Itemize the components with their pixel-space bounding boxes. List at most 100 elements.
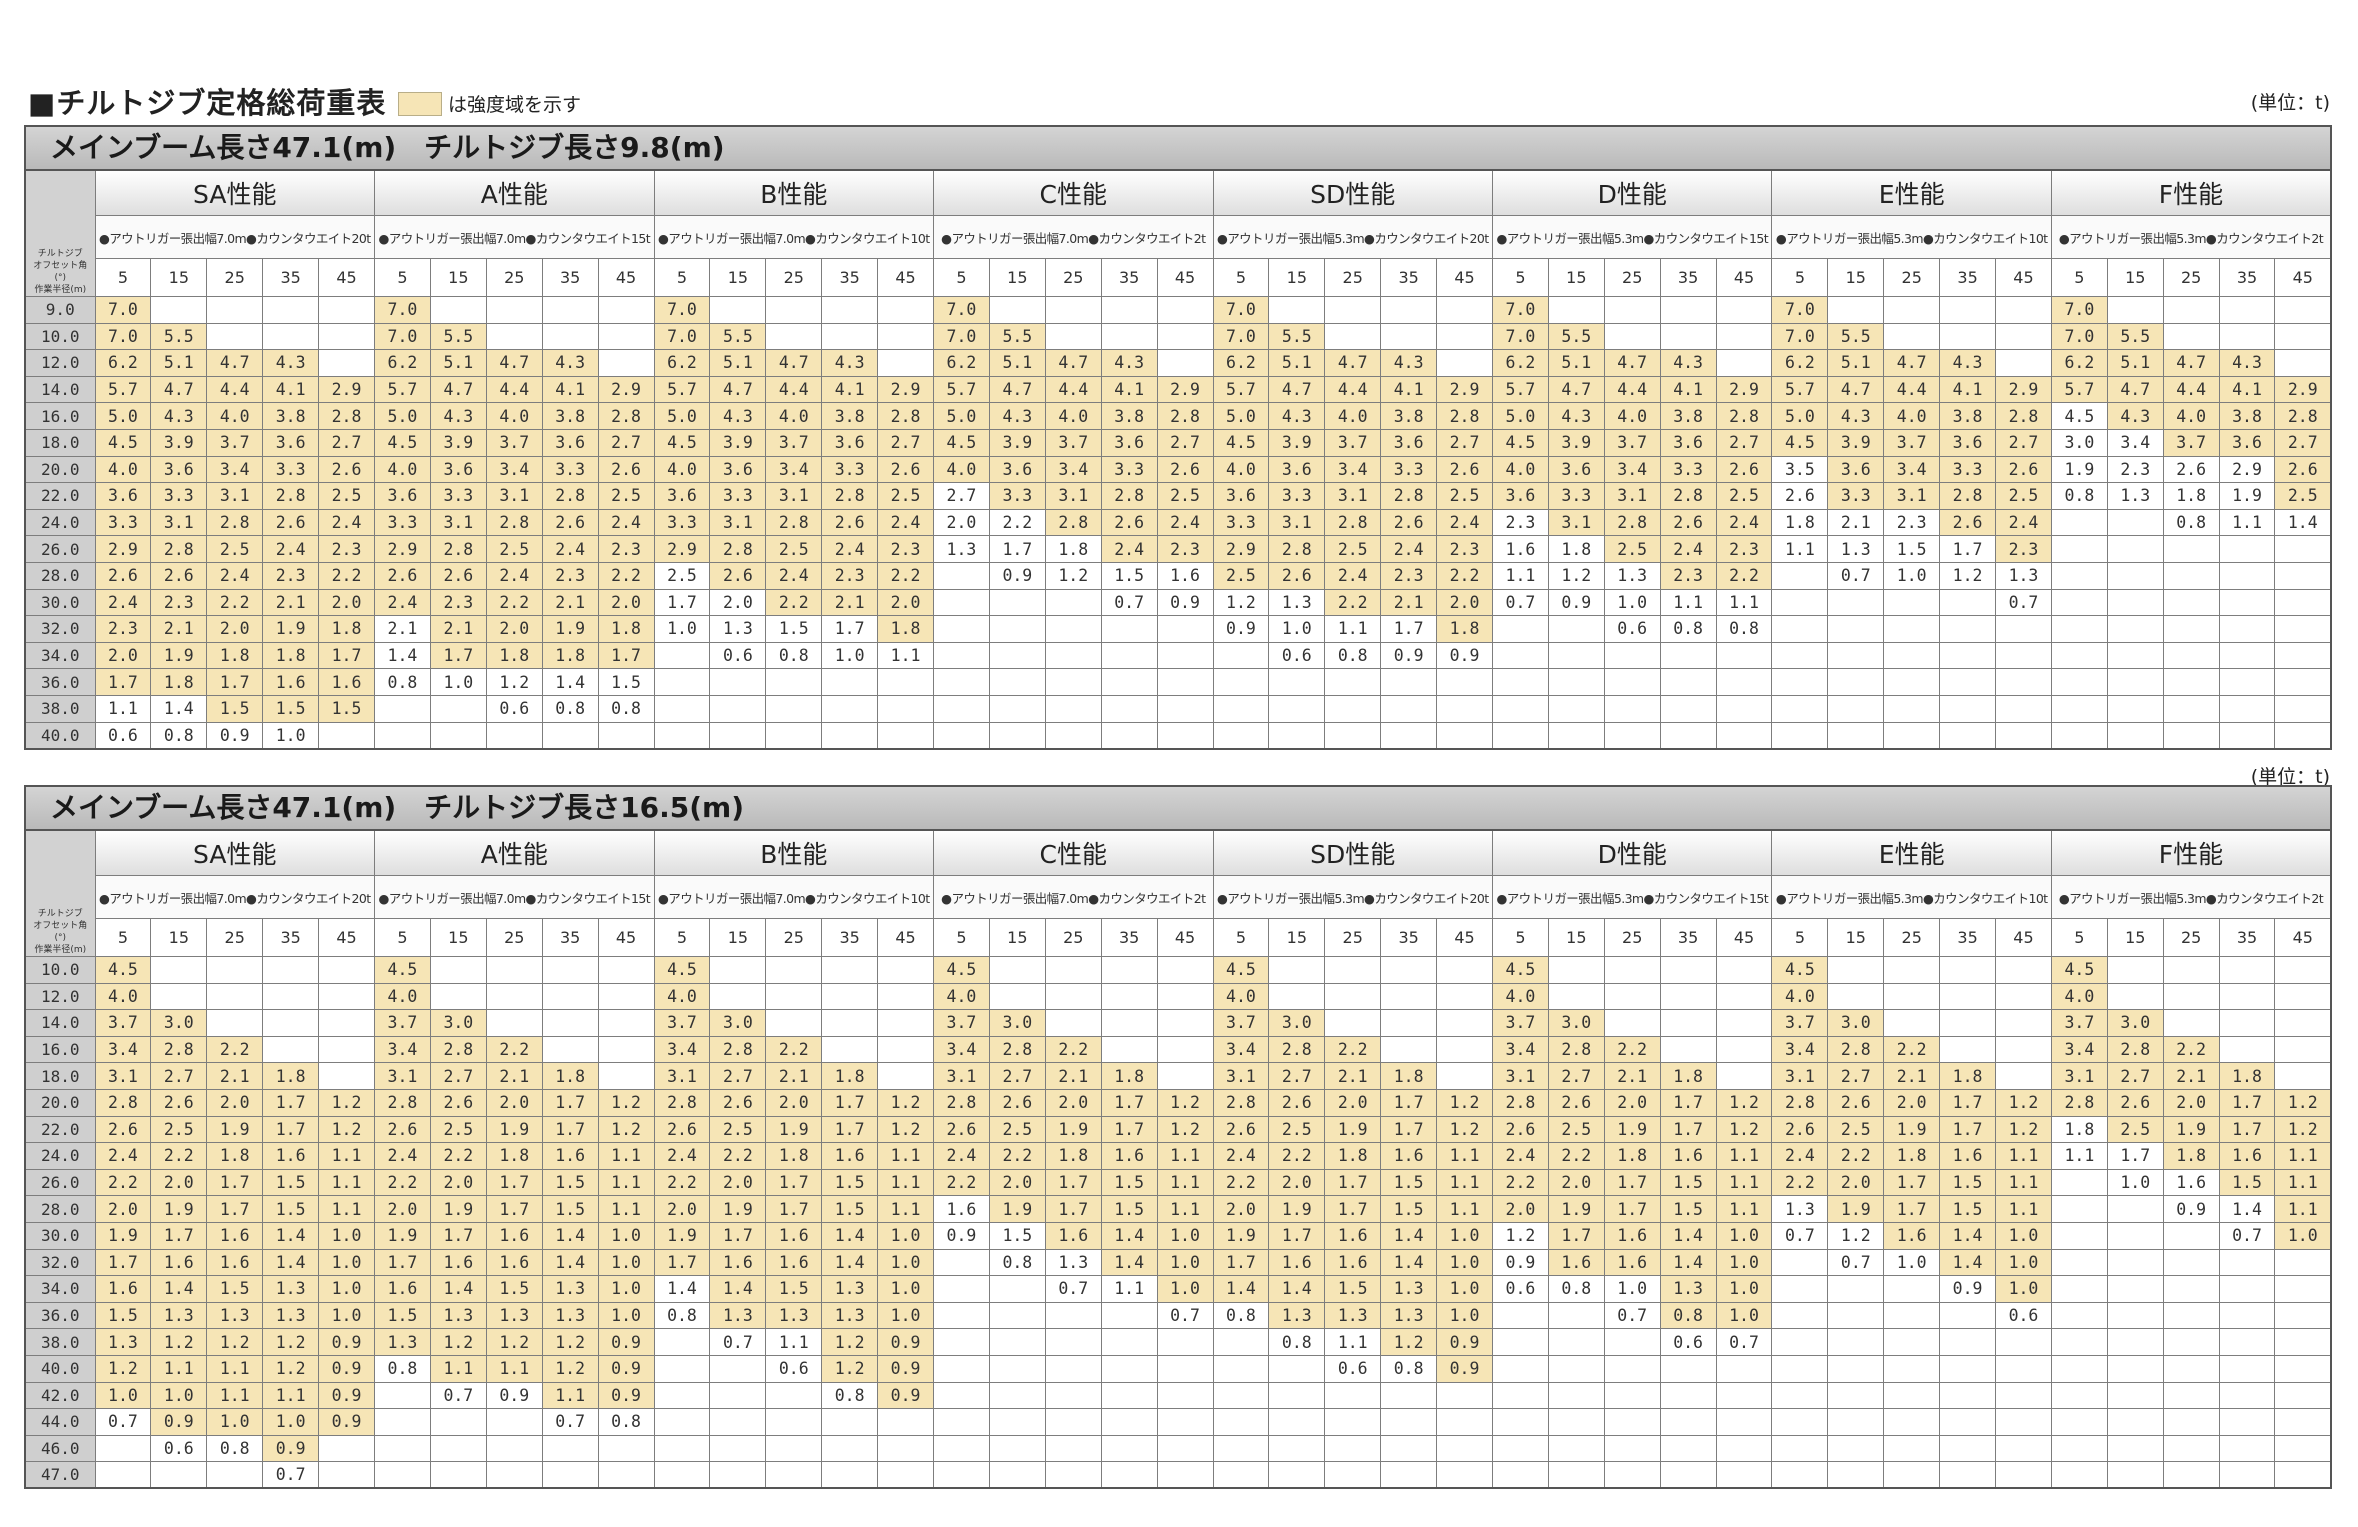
working-radius: 28.0: [24, 561, 96, 590]
load-value: [1603, 1434, 1661, 1463]
load-value: 1.1: [597, 1168, 655, 1197]
load-value: 2.4: [485, 561, 543, 590]
load-value: 2.8: [1659, 482, 1717, 510]
load-value: 2.9: [877, 375, 935, 404]
load-value: [933, 668, 990, 696]
load-value: 2.6: [1771, 1115, 1829, 1144]
load-value: 1.8: [262, 641, 320, 670]
load-value: 2.4: [1491, 1142, 1549, 1170]
load-value: 2.5: [2106, 1115, 2164, 1144]
load-value: 2.3: [1156, 535, 1214, 563]
load-table: チルトジブ オフセット角 (°) 作業半径(m) SA性能 A性能 B性能 C性能 SD性能 D性…: [24, 829, 2332, 1490]
load-value: 2.1: [206, 1062, 264, 1090]
load-value: [2162, 1275, 2220, 1303]
load-value: 2.8: [709, 535, 767, 563]
load-value: [206, 322, 264, 351]
load-value: 3.0: [988, 1009, 1046, 1037]
load-value: 1.8: [1436, 615, 1493, 643]
load-value: 1.4: [2218, 1195, 2276, 1223]
load-value: 2.8: [1212, 1088, 1270, 1117]
offset-angle: 15: [1547, 258, 1605, 297]
load-value: 1.1: [206, 1354, 264, 1383]
load-value: 1.1: [877, 1195, 935, 1223]
load-value: 1.6: [206, 1248, 264, 1277]
load-value: 2.8: [988, 1035, 1046, 1064]
load-value: 1.7: [429, 1221, 487, 1250]
load-value: [1995, 322, 2052, 351]
working-radius: 44.0: [24, 1408, 96, 1436]
load-value: 0.9: [1156, 588, 1214, 617]
load-value: [1603, 1328, 1661, 1356]
load-value: [1827, 296, 1885, 324]
load-value: 2.5: [1268, 1115, 1326, 1144]
load-value: 2.5: [318, 482, 376, 510]
load-value: [485, 956, 543, 984]
load-value: 3.1: [1547, 508, 1605, 537]
load-value: 3.7: [1044, 428, 1102, 457]
load-value: 2.2: [933, 1168, 990, 1197]
load-value: 2.8: [877, 402, 935, 430]
load-value: [1939, 1354, 1997, 1383]
load-value: 1.6: [262, 668, 320, 696]
load-value: 1.1: [1995, 1142, 2052, 1170]
load-value: 3.3: [1100, 455, 1158, 484]
load-value: 1.4: [1939, 1248, 1997, 1277]
load-value: [933, 615, 990, 643]
load-value: [1603, 694, 1661, 723]
load-value: [1603, 1408, 1661, 1436]
load-value: 2.5: [765, 535, 823, 563]
table-row: 40.0 0.6 0.8 0.9 1.0: [24, 721, 2332, 750]
load-value: 2.0: [94, 1195, 152, 1223]
load-value: 2.3: [541, 561, 599, 590]
load-value: 3.4: [1324, 455, 1382, 484]
load-value: 1.2: [2274, 1115, 2332, 1144]
load-value: 2.4: [374, 1142, 431, 1170]
load-value: [1100, 694, 1158, 723]
offset-angle: 35: [1380, 258, 1438, 297]
load-value: 1.0: [1436, 1248, 1493, 1277]
working-radius: 12.0: [24, 349, 96, 377]
load-value: 1.0: [262, 721, 320, 750]
load-value: 1.1: [1156, 1142, 1214, 1170]
load-value: [1268, 668, 1326, 696]
table-row: 44.0 0.7 0.9 1.0 1.0 0.9 0.7 0.8: [24, 1408, 2332, 1436]
load-value: [1436, 1009, 1493, 1037]
load-value: 2.5: [485, 535, 543, 563]
load-value: 3.6: [1659, 428, 1717, 457]
load-value: 0.7: [1771, 1221, 1829, 1250]
load-value: 3.7: [653, 1009, 711, 1037]
load-value: 1.0: [262, 1408, 320, 1436]
load-value: [1547, 615, 1605, 643]
condition-text: ●アウトリガー張出幅5.3m●カウンタウエイト20t: [1212, 875, 1493, 919]
table-row: 32.0 1.7 1.6 1.6 1.4 1.0 1.7 1.6 1.6 1.4 1.0 1.7 1.6…: [24, 1248, 2332, 1277]
table-row: 28.0 2.0 1.9 1.7 1.5 1.1 2.0 1.9 1.7 1.5 1.1 2.0 1.9…: [24, 1195, 2332, 1223]
load-value: 2.6: [597, 455, 655, 484]
load-value: 2.1: [1380, 588, 1438, 617]
load-value: 1.6: [1603, 1221, 1661, 1250]
load-value: 0.8: [374, 668, 431, 696]
load-value: 2.7: [1156, 428, 1214, 457]
load-value: [1939, 956, 1997, 984]
condition-text: ●アウトリガー張出幅5.3m●カウンタウエイト15t: [1491, 215, 1773, 259]
table-row: 14.0 5.7 4.7 4.4 4.1 2.9 5.7 4.7 4.4 4.1 2.9 5.7 4.7…: [24, 375, 2332, 404]
load-value: [597, 322, 655, 351]
load-value: [1324, 1434, 1382, 1463]
load-value: 3.6: [262, 428, 320, 457]
load-value: 5.0: [1212, 402, 1270, 430]
load-value: 3.1: [374, 1062, 431, 1090]
load-value: 2.2: [429, 1142, 487, 1170]
load-value: 5.7: [374, 375, 431, 404]
load-value: [1100, 1301, 1158, 1330]
load-value: [597, 982, 655, 1011]
load-value: 1.8: [206, 1142, 264, 1170]
load-value: 4.0: [1491, 982, 1549, 1011]
load-value: [150, 1461, 208, 1489]
table-row: 14.0 3.7 3.0 3.7 3.0 3.7 3.0 3.7 3.0 3.7 3.0 3.7 3.0…: [24, 1009, 2332, 1037]
load-value: 3.6: [1212, 482, 1270, 510]
load-value: 1.1: [1100, 1275, 1158, 1303]
load-value: 1.3: [1995, 561, 2052, 590]
load-value: [709, 721, 767, 750]
load-value: [709, 296, 767, 324]
condition-row: ●アウトリガー張出幅7.0m●カウンタウエイト20t ●アウトリガー張出幅7.0m…: [25, 875, 2332, 919]
load-value: 2.9: [2274, 375, 2332, 404]
